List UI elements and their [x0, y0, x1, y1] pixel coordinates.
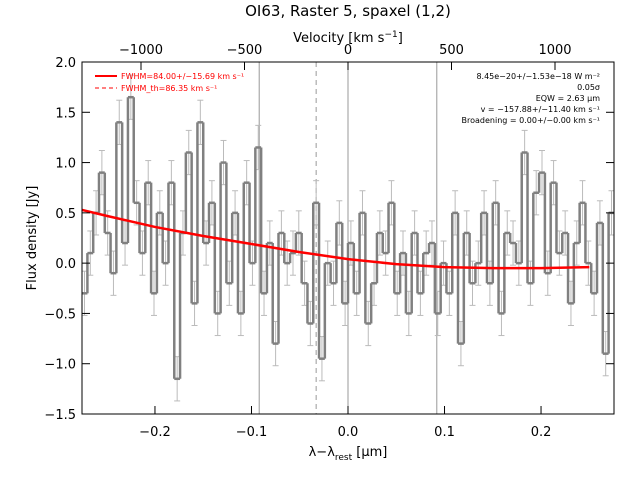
annotation: 8.45e−20+/−1.53e−18 W m⁻² — [476, 72, 600, 81]
x-label-main: λ−λ — [309, 445, 336, 460]
x2-tick-label: 0 — [344, 43, 352, 58]
annotation: EQW = 2.63 μm — [536, 94, 600, 103]
x-tick-label: −0.2 — [139, 425, 171, 440]
legend-label: FWHM_th=86.35 km s⁻¹ — [121, 84, 217, 93]
y-tick-label: 2.0 — [55, 56, 76, 71]
x2-label-sup: −1 — [384, 30, 397, 40]
x2-label-end: ] — [398, 31, 403, 46]
x-label-sub: rest — [335, 453, 353, 463]
x-label-unit: [μm] — [352, 445, 387, 460]
x2-tick-label: −500 — [227, 43, 263, 58]
legend-label: FWHM=84.00+/−15.69 km s⁻¹ — [121, 72, 244, 81]
x-label: λ−λrest [μm] — [309, 445, 388, 463]
x2-label: Velocity [km s−1] — [293, 30, 403, 46]
x-tick-label: −0.1 — [236, 425, 268, 440]
y-tick-label: 0.0 — [55, 257, 76, 272]
x2-tick-label: 1000 — [538, 43, 571, 58]
y-tick-label: −0.5 — [44, 307, 76, 322]
chart-title: OI63, Raster 5, spaxel (1,2) — [245, 2, 451, 20]
annotation: v = −157.88+/−11.40 km s⁻¹ — [481, 105, 600, 114]
y-tick-label: −1.0 — [44, 358, 76, 373]
y-tick-label: 0.5 — [55, 207, 76, 222]
y-label: Flux density [Jy] — [25, 186, 40, 291]
x-tick-label: 0.2 — [531, 425, 552, 440]
y-tick-label: 1.5 — [55, 106, 76, 121]
x2-tick-label: 500 — [439, 43, 464, 58]
annotation: Broadening = 0.00+/−0.00 km s⁻¹ — [462, 116, 600, 125]
x2-label-main: Velocity [km s — [293, 31, 385, 46]
annotation: 0.05σ — [577, 83, 600, 92]
fit-line — [81, 208, 590, 270]
y-tick-label: 1.0 — [55, 157, 76, 172]
x-tick-label: 0.1 — [434, 425, 455, 440]
x-tick-label: 0.0 — [338, 425, 359, 440]
x2-tick-label: −1000 — [119, 43, 163, 58]
y-tick-label: −1.5 — [44, 408, 76, 423]
